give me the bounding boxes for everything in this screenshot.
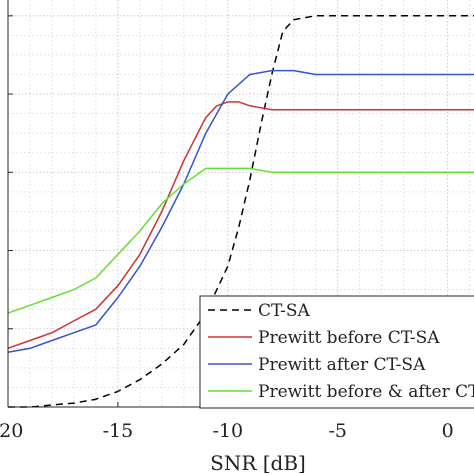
x-tick-label: -5 <box>328 420 347 442</box>
x-tick-labels: -20 -15 -10 -5 0 <box>0 420 454 442</box>
series-line-2 <box>7 101 474 350</box>
x-axis-label: SNR [dB] <box>210 451 306 474</box>
x-tick-label: -15 <box>103 420 134 442</box>
series-line-4 <box>7 167 474 314</box>
series-layer <box>7 15 474 408</box>
x-tick-label: -20 <box>0 420 23 442</box>
series-line-1 <box>8 15 474 408</box>
legend-box <box>199 295 474 409</box>
x-tick-label: -10 <box>213 420 244 442</box>
legend-label-1: CT-SA <box>258 301 311 321</box>
legend-label-4: Prewitt before & after CT-SA <box>258 382 474 402</box>
legend: CT-SA Prewitt before CT-SA Prewitt after C… <box>199 295 474 409</box>
legend-label-3: Prewitt after CT-SA <box>258 355 426 375</box>
series-line-3 <box>7 69 474 353</box>
x-tick-label: 0 <box>442 420 454 442</box>
legend-label-2: Prewitt before CT-SA <box>258 328 440 348</box>
